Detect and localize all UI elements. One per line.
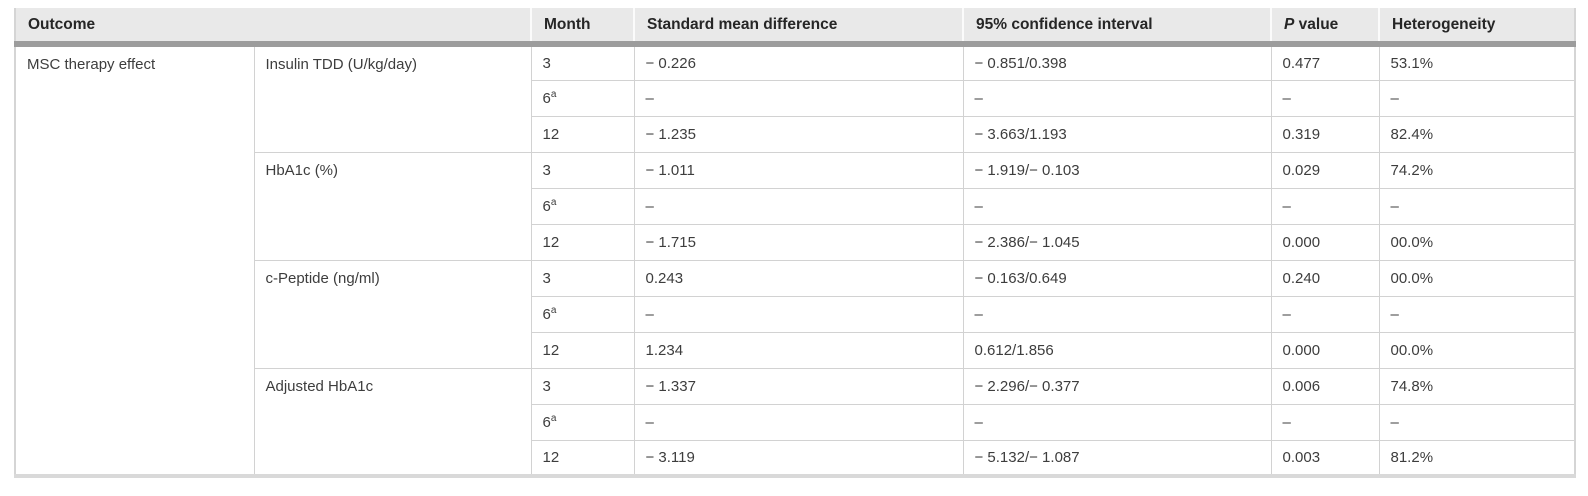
cell-measure-hba1c: HbA1c (%) <box>253 152 531 261</box>
table-row: 12 1.234 0.612/1.856 0.000 00.0% <box>15 332 1575 369</box>
cell-p-value: 0.029 <box>1270 152 1379 189</box>
cell-month: 3 <box>530 152 634 189</box>
cell-heterogeneity: 81.2% <box>1378 440 1575 477</box>
cell-smd: 0.243 <box>633 260 963 297</box>
cell-month: 6a <box>530 188 634 225</box>
cell-ci: − 5.132/− 1.087 <box>962 440 1271 477</box>
cell-smd: − 1.235 <box>633 116 963 153</box>
cell-p-value: 0.240 <box>1270 260 1379 297</box>
cell-month: 6a <box>530 80 634 117</box>
cell-measure-c-peptide: c-Peptide (ng/ml) <box>253 260 531 369</box>
cell-smd: – <box>633 296 963 333</box>
cell-smd: − 0.226 <box>633 44 963 81</box>
cell-p-value: 0.003 <box>1270 440 1379 477</box>
footnote-marker: a <box>550 412 557 424</box>
header-row: Outcome Month Standard mean difference 9… <box>15 8 1575 47</box>
cell-heterogeneity: 74.2% <box>1378 152 1575 189</box>
cell-smd: 1.234 <box>633 332 963 369</box>
cell-ci: − 3.663/1.193 <box>962 116 1271 153</box>
table-row: 6a – – – – <box>15 80 1575 117</box>
cell-month: 3 <box>530 368 634 405</box>
cell-measure-adjusted-hba1c: Adjusted HbA1c <box>253 368 531 477</box>
cell-smd: – <box>633 404 963 441</box>
cell-p-value: – <box>1270 80 1379 117</box>
cell-p-value: – <box>1270 188 1379 225</box>
column-header-smd: Standard mean difference <box>633 8 963 47</box>
table-row: 6a – – – – <box>15 296 1575 333</box>
cell-month: 12 <box>530 332 634 369</box>
cell-ci: – <box>962 188 1271 225</box>
cell-heterogeneity: – <box>1378 296 1575 333</box>
cell-month: 12 <box>530 116 634 153</box>
table-row: HbA1c (%) 3 − 1.011 − 1.919/− 0.103 0.02… <box>15 152 1575 261</box>
cell-month: 6a <box>530 296 634 333</box>
cell-ci: – <box>962 404 1271 441</box>
cell-ci: – <box>962 80 1271 117</box>
cell-heterogeneity: 00.0% <box>1378 332 1575 369</box>
table-row: 12 − 3.119 − 5.132/− 1.087 0.003 81.2% <box>15 440 1575 477</box>
footnote-marker: a <box>550 88 557 100</box>
table-row: c-Peptide (ng/ml) 3 0.243 − 0.163/0.649 … <box>15 260 1575 369</box>
cell-smd: − 1.011 <box>633 152 963 189</box>
cell-ci: − 0.851/0.398 <box>962 44 1271 81</box>
table-row: 6a – – – – <box>15 404 1575 441</box>
cell-heterogeneity: 74.8% <box>1378 368 1575 405</box>
cell-month: 3 <box>530 44 634 81</box>
cell-ci: 0.612/1.856 <box>962 332 1271 369</box>
cell-p-value: 0.006 <box>1270 368 1379 405</box>
cell-ci: – <box>962 296 1271 333</box>
table-row: 12 − 1.715 − 2.386/− 1.045 0.000 00.0% <box>15 224 1575 261</box>
cell-smd: − 1.337 <box>633 368 963 405</box>
cell-smd: – <box>633 80 963 117</box>
cell-heterogeneity: – <box>1378 80 1575 117</box>
cell-heterogeneity: 53.1% <box>1378 44 1575 81</box>
table-row: Adjusted HbA1c 3 − 1.337 − 2.296/− 0.377… <box>15 368 1575 477</box>
cell-heterogeneity: 82.4% <box>1378 116 1575 153</box>
column-header-p-value: P value <box>1270 8 1379 47</box>
cell-p-value: 0.000 <box>1270 224 1379 261</box>
cell-p-value: 0.319 <box>1270 116 1379 153</box>
cell-smd: − 3.119 <box>633 440 963 477</box>
cell-ci: − 0.163/0.649 <box>962 260 1271 297</box>
results-table-container: Outcome Month Standard mean difference 9… <box>14 8 1576 478</box>
cell-p-value: 0.477 <box>1270 44 1379 81</box>
cell-p-value: – <box>1270 296 1379 333</box>
footnote-marker: a <box>550 196 557 208</box>
cell-ci: − 2.386/− 1.045 <box>962 224 1271 261</box>
p-value-rest: value <box>1294 15 1339 33</box>
cell-heterogeneity: – <box>1378 404 1575 441</box>
cell-smd: – <box>633 188 963 225</box>
cell-month: 6a <box>530 404 634 441</box>
cell-smd: − 1.715 <box>633 224 963 261</box>
cell-heterogeneity: – <box>1378 188 1575 225</box>
cell-month: 12 <box>530 440 634 477</box>
column-header-ci: 95% confidence interval <box>962 8 1271 47</box>
cell-p-value: – <box>1270 404 1379 441</box>
cell-month: 3 <box>530 260 634 297</box>
cell-ci: − 2.296/− 0.377 <box>962 368 1271 405</box>
column-header-outcome: Outcome <box>15 8 531 47</box>
cell-p-value: 0.000 <box>1270 332 1379 369</box>
cell-heterogeneity: 00.0% <box>1378 224 1575 261</box>
cell-outcome-category: MSC therapy effect <box>15 44 254 476</box>
table-row: 12 − 1.235 − 3.663/1.193 0.319 82.4% <box>15 116 1575 153</box>
column-header-heterogeneity: Heterogeneity <box>1378 8 1575 47</box>
cell-measure-insulin-tdd: Insulin TDD (U/kg/day) <box>253 44 531 153</box>
meta-analysis-results-table: Outcome Month Standard mean difference 9… <box>14 8 1576 478</box>
column-header-month: Month <box>530 8 634 47</box>
cell-month: 12 <box>530 224 634 261</box>
footnote-marker: a <box>550 304 557 316</box>
cell-heterogeneity: 00.0% <box>1378 260 1575 297</box>
p-value-italic-p: P <box>1284 15 1295 33</box>
table-row: 6a – – – – <box>15 188 1575 225</box>
cell-ci: − 1.919/− 0.103 <box>962 152 1271 189</box>
table-row: MSC therapy effect Insulin TDD (U/kg/day… <box>15 44 1575 476</box>
